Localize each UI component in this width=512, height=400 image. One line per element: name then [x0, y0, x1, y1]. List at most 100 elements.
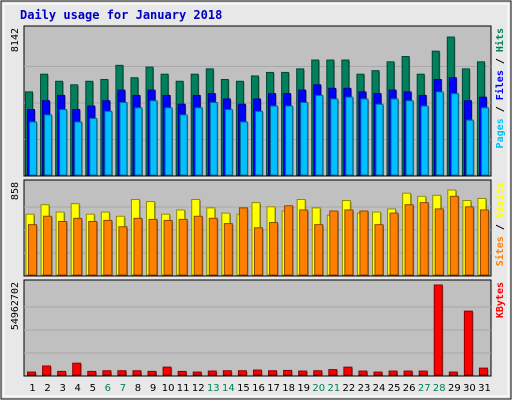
kbytes-bar — [343, 366, 353, 376]
sites-bar — [43, 215, 53, 276]
panel-kbytes-legend: KBytes — [495, 282, 506, 318]
legend-entry: / — [495, 218, 506, 236]
pages-bar — [59, 109, 68, 176]
pages-bar — [224, 109, 233, 176]
pages-bar — [239, 121, 248, 176]
kbytes-bar — [162, 366, 172, 376]
day-label: 14 — [222, 383, 235, 394]
day-label: 6 — [105, 383, 111, 394]
sites-bar — [73, 217, 83, 276]
kbytes-bar — [102, 370, 112, 376]
legend-entry: Visits — [494, 182, 506, 218]
sites-bar — [133, 217, 143, 276]
pages-bar — [405, 100, 414, 176]
legend-entry: Pages — [495, 118, 506, 148]
pages-bar — [194, 107, 203, 176]
kbytes-bar — [463, 310, 473, 376]
kbytes-bar — [313, 370, 323, 376]
pages-bar — [300, 101, 309, 176]
kbytes-bar — [418, 370, 428, 376]
chart-panels: 8142 Pages / Files / Hits 858 Sites / Visit… — [10, 25, 506, 377]
legend-entry: / — [495, 52, 506, 70]
day-label: 16 — [252, 383, 265, 394]
kbytes-bar — [192, 371, 202, 376]
sites-bar — [374, 224, 384, 276]
sites-bar — [58, 221, 68, 276]
kbytes-bar — [222, 370, 232, 376]
panel-kbytes: 54962702 KBytes — [10, 279, 506, 377]
sites-bar — [103, 219, 113, 276]
kbytes-bar — [147, 370, 157, 376]
kbytes-bar — [57, 370, 67, 376]
sites-bar — [193, 215, 203, 276]
day-label: 8 — [135, 383, 141, 394]
sites-bar — [253, 227, 263, 276]
day-label: 5 — [90, 383, 96, 394]
kbytes-bar — [207, 370, 217, 376]
day-label: 7 — [120, 383, 126, 394]
sites-bar — [314, 224, 324, 276]
kbytes-bar — [283, 369, 293, 376]
kbytes-bar — [268, 370, 278, 376]
pages-bar — [134, 107, 143, 176]
kbytes-bar — [87, 370, 97, 376]
panel-hits-files-pages-legend: Pages / Files / Hits — [494, 28, 506, 148]
pages-bar — [44, 114, 53, 176]
frame-inner-border — [3, 3, 509, 397]
sites-bar — [269, 222, 279, 276]
sites-bar — [163, 219, 173, 276]
sites-bar — [389, 212, 399, 276]
legend-entry: Hits — [494, 28, 506, 52]
sites-bar — [88, 221, 98, 276]
pages-bar — [435, 91, 444, 176]
kbytes-bar — [478, 367, 488, 376]
day-labels: 1 2 3 4 5 6 7 8 9 10 11 12 13 14 15 16 17 18 19 20 21 22 23 24 2… — [29, 383, 490, 394]
pages-bar — [209, 101, 218, 176]
kbytes-bar — [72, 362, 82, 376]
pages-bar — [345, 96, 354, 176]
kbytes-bar — [373, 371, 383, 376]
day-label: 18 — [282, 383, 295, 394]
pages-bar — [74, 121, 83, 176]
pages-bar — [420, 105, 429, 176]
day-label: 15 — [237, 383, 250, 394]
day-label: 23 — [358, 383, 371, 394]
day-label: 11 — [177, 383, 190, 394]
kbytes-bar — [237, 370, 247, 376]
pages-bar — [164, 107, 173, 176]
day-label: 2 — [44, 383, 50, 394]
day-label: 22 — [343, 383, 356, 394]
day-label: 25 — [388, 383, 401, 394]
pages-bar — [89, 117, 98, 176]
pages-bar — [465, 119, 474, 176]
kbytes-bar — [448, 371, 458, 376]
sites-bar — [118, 226, 128, 276]
kbytes-bar — [328, 369, 338, 376]
day-label: 20 — [312, 383, 325, 394]
day-label: 19 — [297, 383, 310, 394]
kbytes-bar — [117, 370, 127, 376]
kbytes-bar — [132, 370, 142, 376]
pages-bar — [360, 98, 369, 176]
kbytes-bar — [177, 370, 187, 376]
day-label: 17 — [267, 383, 280, 394]
day-label: 28 — [433, 383, 446, 394]
kbytes-bar — [403, 370, 413, 376]
day-label: 1 — [29, 383, 35, 394]
sites-bar — [208, 217, 218, 276]
sites-bar — [404, 204, 414, 276]
kbytes-bar — [298, 370, 308, 376]
sites-bar — [344, 209, 354, 276]
kbytes-bar — [42, 365, 52, 376]
sites-bar — [329, 210, 339, 276]
pages-bar — [285, 105, 294, 176]
day-label: 13 — [207, 383, 220, 394]
pages-bar — [450, 93, 459, 176]
panel-visits-sites-legend: Sites / Visits — [494, 182, 506, 266]
panel-kbytes-plot-area — [23, 279, 492, 377]
sites-bar — [299, 209, 309, 276]
day-label: 3 — [59, 383, 65, 394]
legend-entry: Files — [494, 70, 506, 100]
pages-bar — [29, 121, 37, 176]
